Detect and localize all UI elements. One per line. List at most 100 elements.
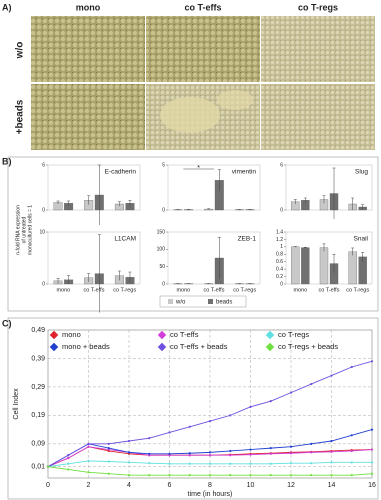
marker — [229, 449, 232, 453]
marker — [188, 474, 191, 477]
marker — [310, 382, 313, 386]
marker — [350, 449, 353, 453]
micrograph — [31, 84, 145, 150]
chart-title: ZEB-1 — [238, 236, 257, 243]
marker — [350, 474, 353, 477]
y-tick-label: 5 — [162, 162, 165, 168]
marker — [208, 454, 212, 457]
y-tick-label: 0,19 — [31, 412, 45, 419]
bar — [301, 247, 310, 285]
marker — [107, 460, 110, 463]
legend-marker — [157, 342, 167, 352]
marker — [188, 462, 191, 465]
y-tick-label: 6 — [280, 162, 283, 168]
x-tick-label: mono — [293, 287, 307, 293]
micrograph — [146, 16, 260, 82]
marker — [330, 450, 333, 453]
x-tick-label: co T-effs — [84, 287, 105, 293]
marker — [168, 452, 171, 455]
column-header: co T-effs — [184, 2, 221, 12]
y-tick-label: 6 — [42, 162, 45, 168]
column-header: co T-regs — [298, 2, 338, 12]
row-label: w/o — [15, 42, 26, 60]
chart-title: Slug — [355, 169, 368, 176]
legend-label: co T-effs + beads — [170, 342, 228, 351]
marker — [188, 425, 191, 428]
y-tick-label: 1.2 — [276, 237, 283, 243]
legend-label: beads — [216, 300, 232, 306]
x-tick-label: co T-effs — [319, 287, 340, 293]
marker — [310, 462, 313, 465]
marker — [269, 400, 272, 403]
marker — [289, 445, 293, 448]
marker — [289, 391, 293, 394]
y-tick-label: 0 — [42, 207, 45, 213]
marker — [370, 448, 374, 451]
y-tick-label: 0 — [280, 281, 283, 287]
chart-title: E-cadherin — [105, 169, 137, 176]
y-tick-label: 0,39 — [31, 355, 45, 362]
marker — [289, 474, 293, 477]
legend-label: co T-effs — [170, 330, 199, 339]
marker — [168, 431, 171, 434]
y-tick-label: 0 — [162, 207, 165, 213]
marker — [229, 462, 232, 465]
x-tick-label: co T-regs — [346, 287, 369, 293]
y-tick-label: 1 — [280, 244, 283, 250]
marker — [127, 451, 131, 454]
marker — [208, 451, 212, 454]
marker — [208, 474, 212, 477]
x-tick-label: co T-regs — [233, 287, 256, 293]
marker — [249, 448, 252, 451]
legend-label: co T-regs — [278, 330, 309, 339]
x-tick-label: co T-regs — [113, 287, 136, 293]
legend-label: mono + beads — [62, 342, 110, 351]
legend-frame — [159, 295, 247, 308]
x-axis-title: time (in hours) — [188, 491, 233, 498]
marker — [87, 471, 90, 474]
marker — [148, 462, 151, 465]
y-tick-label: 1.4 — [276, 229, 283, 235]
marker — [289, 452, 293, 455]
micrograph — [261, 16, 375, 82]
y-tick-label: 0.6 — [276, 259, 283, 265]
marker — [249, 474, 252, 477]
y-axis-title: n-fold RNA expression of untreated monoc… — [15, 205, 33, 255]
micrograph-region — [217, 90, 253, 110]
y-axis-title: Cell Index — [13, 388, 20, 420]
marker — [269, 462, 272, 465]
marker — [330, 374, 333, 377]
panel-label: B) — [2, 156, 12, 166]
panel-frame — [7, 317, 379, 500]
marker — [67, 468, 70, 471]
legend-marker — [49, 342, 59, 352]
plot-area — [47, 164, 141, 211]
legend-label: mono — [62, 330, 81, 339]
y-tick-label: 0,09 — [31, 441, 45, 448]
marker — [67, 462, 70, 465]
y-axis-title-line: n-fold RNA expression — [15, 205, 21, 255]
marker — [350, 461, 353, 464]
legend-marker — [265, 342, 275, 352]
y-tick-label: 0.4 — [276, 266, 283, 272]
marker — [229, 454, 232, 457]
x-tick-label: 14 — [328, 482, 336, 489]
marker — [370, 461, 374, 464]
marker — [269, 474, 272, 477]
marker — [350, 434, 353, 437]
y-tick-label: 0 — [42, 281, 45, 287]
x-tick-label: 2 — [87, 482, 91, 489]
column-header: mono — [76, 2, 101, 12]
x-tick-label: mono — [176, 287, 190, 293]
marker — [67, 456, 70, 460]
legend-swatch — [208, 299, 213, 304]
legend-marker — [265, 330, 275, 340]
panel-label: A) — [2, 2, 12, 12]
x-tick-label: mono — [56, 287, 70, 293]
marker — [208, 419, 212, 423]
marker — [127, 474, 131, 477]
row-label: +beads — [15, 99, 26, 134]
micrograph-region — [160, 97, 220, 133]
y-tick-label: 0,29 — [31, 384, 45, 391]
marker — [127, 439, 131, 443]
